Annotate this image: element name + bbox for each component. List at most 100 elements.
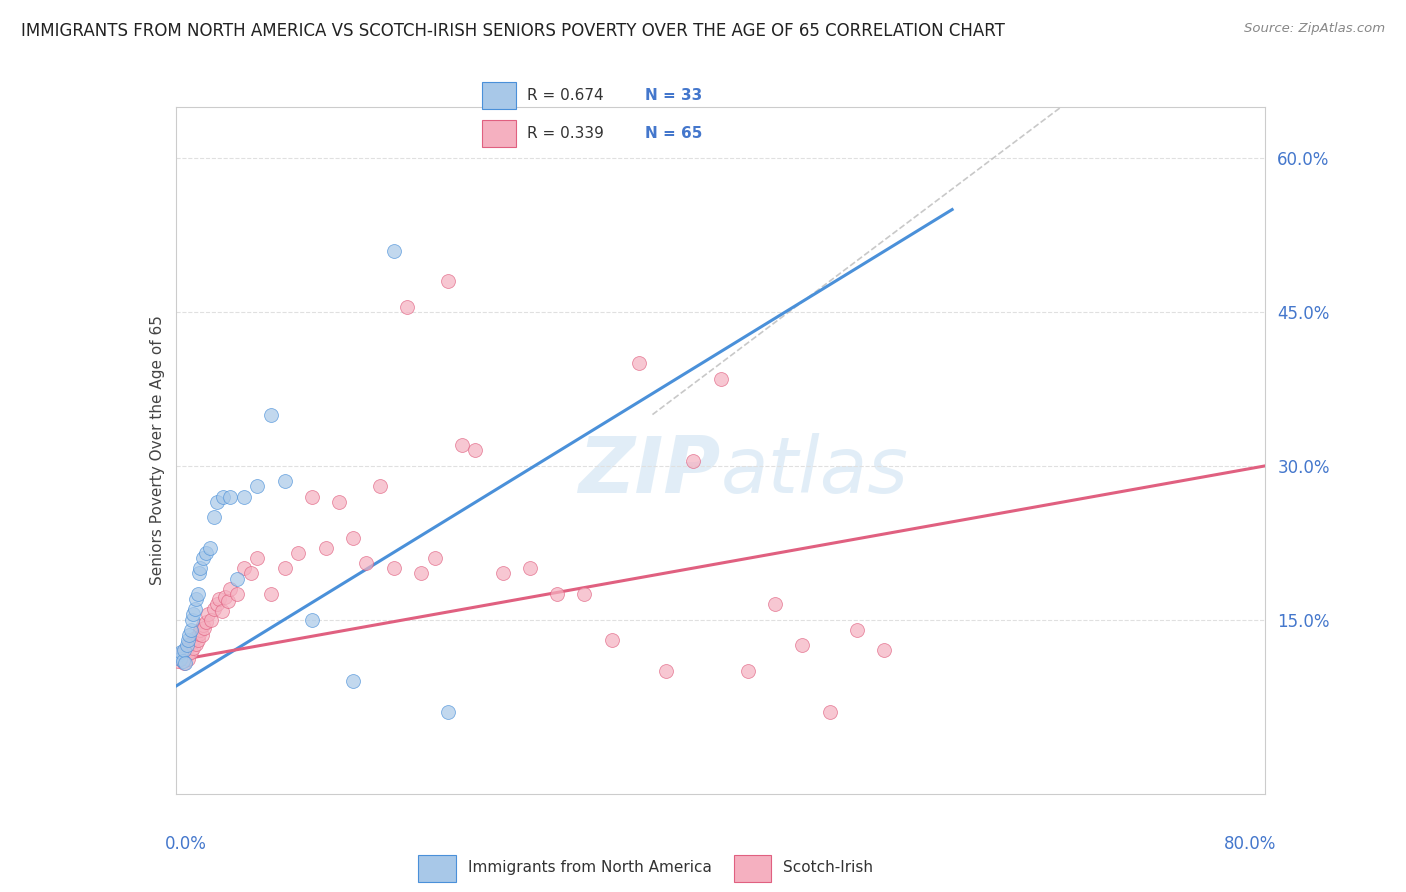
Point [710, 372, 733, 386]
Point [287, 546, 309, 560]
Point [205, 494, 228, 508]
Point [169, 651, 191, 665]
Point [382, 561, 405, 575]
Point [205, 597, 228, 611]
Point [217, 594, 239, 608]
Point [219, 582, 242, 596]
Text: ZIP: ZIP [578, 433, 721, 509]
Point [368, 479, 391, 493]
Point [627, 356, 650, 370]
FancyBboxPatch shape [482, 82, 516, 109]
Point [382, 244, 405, 258]
Point [200, 613, 222, 627]
Point [226, 587, 249, 601]
Text: R = 0.339: R = 0.339 [527, 127, 605, 141]
Point [191, 551, 214, 566]
Point [188, 623, 211, 637]
Point [219, 490, 242, 504]
Point [260, 587, 283, 601]
Point [179, 638, 201, 652]
Point [194, 615, 217, 629]
Point [184, 631, 207, 645]
Point [174, 656, 197, 670]
Point [179, 628, 201, 642]
Point [239, 566, 262, 581]
Text: Source: ZipAtlas.com: Source: ZipAtlas.com [1244, 22, 1385, 36]
Y-axis label: Seniors Poverty Over the Age of 65: Seniors Poverty Over the Age of 65 [149, 316, 165, 585]
Point [186, 587, 209, 601]
Point [214, 590, 236, 604]
Point [342, 531, 364, 545]
Point [193, 621, 215, 635]
Point [246, 551, 269, 566]
FancyBboxPatch shape [482, 120, 516, 147]
Point [232, 561, 254, 575]
Point [208, 592, 231, 607]
Point [464, 443, 486, 458]
Text: N = 65: N = 65 [645, 127, 702, 141]
Point [180, 645, 202, 659]
Point [191, 617, 214, 632]
Point [655, 664, 678, 678]
Point [167, 648, 190, 663]
Point [396, 300, 419, 314]
Point [328, 494, 350, 508]
Text: IMMIGRANTS FROM NORTH AMERICA VS SCOTCH-IRISH SENIORS POVERTY OVER THE AGE OF 65: IMMIGRANTS FROM NORTH AMERICA VS SCOTCH-… [21, 22, 1005, 40]
Text: Scotch-Irish: Scotch-Irish [783, 860, 873, 875]
Point [187, 566, 209, 581]
Point [173, 643, 195, 657]
Point [274, 561, 297, 575]
Point [188, 561, 211, 575]
Text: 80.0%: 80.0% [1223, 835, 1277, 853]
Text: R = 0.674: R = 0.674 [527, 88, 603, 103]
Point [172, 645, 194, 659]
Text: N = 33: N = 33 [645, 88, 702, 103]
Point [301, 613, 323, 627]
Point [737, 664, 759, 678]
Point [574, 587, 596, 601]
FancyBboxPatch shape [734, 855, 770, 881]
Point [873, 643, 896, 657]
Point [301, 490, 323, 504]
Point [211, 604, 233, 618]
Point [197, 607, 219, 622]
Point [173, 656, 195, 670]
Point [519, 561, 541, 575]
Text: 0.0%: 0.0% [165, 835, 207, 853]
Point [274, 474, 297, 488]
Point [409, 566, 432, 581]
Point [176, 648, 198, 663]
Point [492, 566, 515, 581]
Point [186, 637, 208, 651]
Point [181, 635, 204, 649]
Point [246, 479, 269, 493]
Point [172, 654, 194, 668]
Point [170, 651, 193, 665]
Point [170, 645, 193, 659]
Point [792, 638, 814, 652]
Point [186, 633, 209, 648]
Point [450, 438, 472, 452]
Text: atlas: atlas [721, 433, 908, 509]
Point [183, 641, 205, 656]
Point [167, 654, 190, 668]
Point [186, 592, 208, 607]
Point [342, 674, 364, 689]
Point [546, 587, 568, 601]
Point [177, 651, 200, 665]
Point [763, 597, 786, 611]
Point [356, 556, 378, 570]
Point [682, 453, 704, 467]
Point [198, 541, 221, 555]
Point [190, 628, 212, 642]
Point [423, 551, 446, 566]
Point [212, 490, 235, 504]
Point [437, 705, 460, 719]
Point [202, 602, 225, 616]
Point [177, 633, 200, 648]
Text: Immigrants from North America: Immigrants from North America [468, 860, 711, 875]
Point [181, 613, 204, 627]
Point [174, 643, 197, 657]
Point [180, 623, 202, 637]
Point [183, 607, 205, 622]
